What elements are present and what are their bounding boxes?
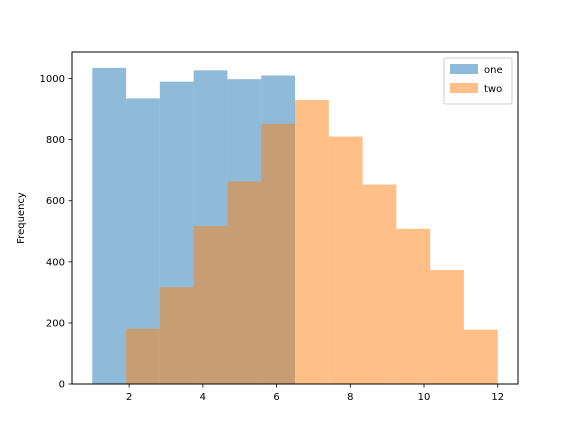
- bar-two-4: [261, 123, 295, 385]
- x-tick-label: 2: [126, 392, 132, 403]
- x-tick-label: 4: [200, 392, 206, 403]
- bar-one-0: [92, 67, 127, 384]
- x-tick-label: 6: [273, 392, 279, 403]
- y-tick-label: 600: [46, 196, 65, 207]
- bar-two-10: [463, 329, 498, 384]
- x-axis-ticks: 2 4 6 8 10 12: [126, 384, 504, 403]
- bar-two-0: [126, 328, 160, 384]
- x-tick-label: 12: [491, 392, 504, 403]
- bar-two-9: [430, 270, 464, 384]
- legend-swatch-one: [450, 64, 478, 74]
- bars-layer: [92, 67, 498, 385]
- bar-two-3: [227, 181, 262, 384]
- legend-swatch-two: [450, 83, 478, 93]
- y-axis-label: Frequency: [16, 192, 27, 244]
- bar-two-2: [193, 226, 228, 384]
- y-tick-label: 0: [59, 380, 65, 391]
- y-tick-label: 400: [46, 257, 65, 268]
- x-tick-label: 8: [347, 392, 353, 403]
- bar-two-5: [295, 99, 329, 385]
- legend-label-one: one: [484, 65, 503, 76]
- bar-two-6: [328, 136, 363, 384]
- y-tick-label: 200: [46, 318, 65, 329]
- bar-two-7: [362, 184, 397, 384]
- y-tick-label: 800: [46, 135, 65, 146]
- plot-frame: [71, 51, 519, 385]
- bar-two-8: [396, 228, 431, 384]
- bar-two-1: [159, 287, 194, 384]
- y-tick-label: 1000: [40, 74, 65, 85]
- y-axis-ticks: 0 200 400 600 800 1000: [40, 74, 72, 391]
- legend: one two: [443, 57, 513, 105]
- x-tick-label: 10: [418, 392, 431, 403]
- legend-label-two: two: [484, 84, 502, 95]
